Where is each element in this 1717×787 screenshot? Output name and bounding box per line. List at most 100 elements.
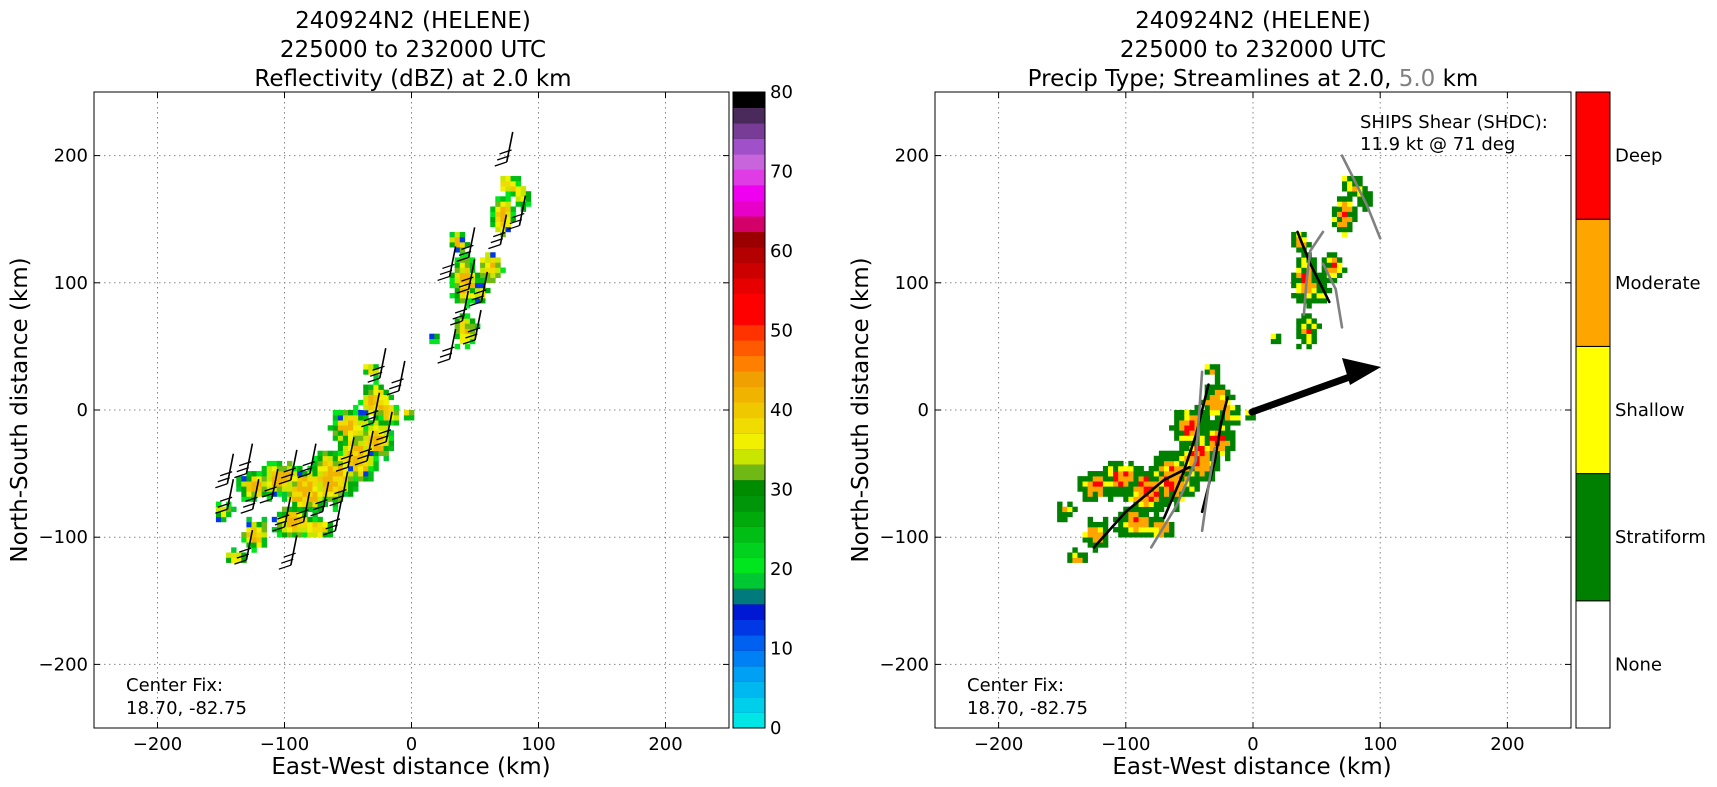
reflectivity-pixel (302, 532, 308, 538)
reflectivity-pixel (383, 410, 389, 416)
reflectivity-pixel (297, 471, 303, 477)
precip-type-pixel (1331, 221, 1338, 228)
reflectivity-pixel (383, 399, 389, 406)
reflectivity-pixel (276, 471, 283, 477)
precip-type-pixel (1347, 216, 1353, 223)
reflectivity-pixel (312, 496, 318, 502)
precip-type-pixel (1138, 476, 1144, 482)
precip-type-pixel (1189, 460, 1195, 467)
precip-type-pixel (1118, 491, 1124, 497)
reflectivity-pixel (317, 486, 323, 492)
precip-type-pixel (1214, 364, 1221, 370)
colorbar-segment (733, 448, 765, 465)
reflectivity-pixel (281, 506, 288, 513)
precip-type-pixel (1179, 450, 1185, 457)
reflectivity-pixel (281, 527, 288, 533)
precip-type-pixel (1214, 410, 1221, 416)
precip-type-pixel (1230, 435, 1236, 441)
reflectivity-pixel (322, 501, 328, 507)
reflectivity-pixel (276, 491, 283, 497)
reflectivity-pixel (281, 516, 288, 523)
reflectivity-pixel (358, 435, 364, 441)
reflectivity-pixel (490, 206, 496, 212)
precip-type-pixel (1296, 247, 1302, 253)
precip-type-pixel (1342, 175, 1348, 182)
reflectivity-pixel (469, 292, 476, 299)
reflectivity-pixel (378, 450, 384, 457)
wind-barb-flag (215, 483, 228, 489)
reflectivity-pixel (353, 455, 359, 462)
precip-type-pixel (1087, 486, 1094, 492)
precip-type-pixel (1097, 542, 1104, 548)
reflectivity-pixel (500, 206, 506, 212)
reflectivity-pixel (454, 272, 461, 279)
reflectivity-pixel (368, 404, 374, 411)
reflectivity-pixel (363, 420, 369, 426)
precip-type-pixel (1214, 415, 1221, 421)
precip-type-pixel (1072, 552, 1078, 558)
precip-type-pixel (1179, 435, 1185, 441)
colorbar-segment (733, 603, 765, 620)
precip-type-pixel (1311, 277, 1317, 284)
precip-type-pixel (1148, 516, 1155, 523)
wind-barb-flag (458, 250, 472, 256)
reflectivity-pixel (337, 435, 344, 441)
precip-type-pixel (1123, 491, 1129, 497)
wind-barb-flag (310, 511, 323, 517)
precip-type-pixel (1163, 521, 1170, 528)
precip-type-pixel (1107, 471, 1114, 477)
reflectivity-pixel (281, 491, 288, 497)
reflectivity-pixel (317, 455, 323, 462)
reflectivity-pixel (276, 532, 283, 538)
wind-barb-flag (278, 479, 292, 485)
wind-barb-flag (245, 496, 258, 502)
reflectivity-pixel (368, 450, 374, 457)
reflectivity-pixel (236, 552, 242, 558)
reflectivity-pixel (332, 460, 339, 467)
precip-type-pixel (1204, 425, 1211, 431)
precip-type-pixel (1158, 521, 1165, 528)
reflectivity-pixel (510, 211, 516, 217)
precip-type-pixel (1097, 491, 1104, 497)
reflectivity-pixel (500, 186, 506, 192)
precip-type-pixel (1174, 465, 1180, 472)
reflectivity-pixel (276, 511, 283, 518)
wind-barb-flag (236, 466, 250, 473)
colorbar-tick-label: 50 (770, 321, 793, 342)
reflectivity-pixel (292, 476, 298, 482)
precip-type-pixel (1219, 430, 1226, 436)
reflectivity-pixel (231, 557, 237, 563)
reflectivity-pixel (454, 267, 461, 273)
reflectivity-pixel (312, 516, 318, 523)
left-title-line-2: 225000 to 232000 UTC (280, 37, 546, 63)
precip-type-pixel (1174, 491, 1180, 497)
reflectivity-pixel (515, 191, 522, 197)
precip-type-pixel (1225, 410, 1231, 416)
reflectivity-pixel (383, 445, 389, 451)
reflectivity-pixel (368, 465, 374, 472)
reflectivity-pixel (383, 425, 389, 431)
precip-type-pixel (1204, 364, 1211, 370)
reflectivity-pixel (302, 501, 308, 507)
wind-barb-flag (490, 238, 504, 244)
precip-type-pixel (1347, 175, 1353, 182)
precip-type-pixel (1321, 257, 1328, 263)
shear-text-line-1: SHIPS Shear (SHDC): (1360, 112, 1548, 133)
reflectivity-pixel (373, 445, 379, 451)
colorbar-segment (733, 681, 765, 698)
reflectivity-pixel (459, 323, 466, 329)
precip-type-pixel (1316, 287, 1322, 294)
reflectivity-pixel (348, 425, 354, 431)
y-tick-label: 100 (54, 273, 88, 294)
reflectivity-pixel (261, 486, 268, 492)
precip-type-pixel (1219, 394, 1226, 401)
reflectivity-pixel (358, 420, 364, 426)
reflectivity-pixel (459, 231, 466, 238)
reflectivity-pixel (312, 455, 318, 462)
precip-type-pixel (1082, 481, 1088, 487)
precip-type-pixel (1153, 501, 1160, 507)
precip-type-pixel (1296, 262, 1302, 268)
reflectivity-pixel (337, 496, 344, 502)
precip-type-pixel (1148, 496, 1155, 502)
precip-type-pixel (1230, 415, 1236, 421)
